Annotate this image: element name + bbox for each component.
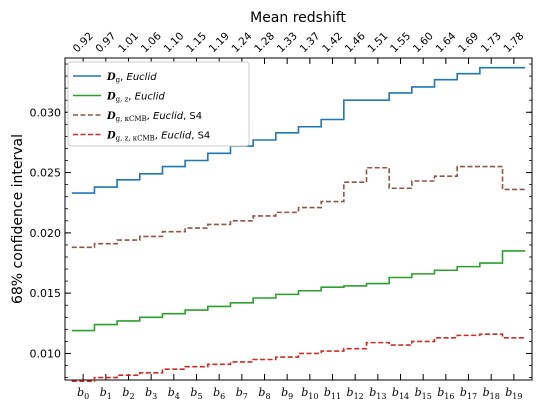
x-tick-label: b11 [324, 386, 341, 401]
y-tick-label: 0.010 [30, 347, 62, 360]
legend-label: Dg, z, κCMB, Euclid, S4 [106, 131, 210, 143]
x-tick-label: b12 [347, 386, 364, 401]
x-tick-label: b19 [505, 386, 522, 401]
top-tick-label: 1.37 [297, 30, 322, 55]
y-tick-label: 0.020 [30, 227, 62, 240]
top-tick-label: 1.15 [184, 30, 209, 55]
top-tick-label: 1.73 [479, 30, 504, 55]
x-tick-label: b13 [369, 386, 386, 401]
x-tick-label: b7 [236, 386, 248, 401]
plot-frame [64, 57, 533, 381]
top-tick-label: 0.92 [71, 30, 96, 55]
x-tick-label: b8 [258, 386, 270, 401]
x-tick-label: b4 [168, 386, 180, 401]
top-tick-label: 1.24 [229, 30, 254, 55]
y-tick-label: 0.015 [30, 287, 62, 300]
legend-label: Dg, z, Euclid [106, 92, 165, 104]
top-tick-label: 1.28 [252, 30, 277, 55]
x-tick-label: b18 [483, 386, 500, 401]
top-tick-label: 0.97 [93, 30, 118, 55]
top-tick-label: 1.60 [411, 30, 436, 55]
series-line-4 [71, 333, 526, 383]
top-tick-label: 1.69 [456, 30, 481, 55]
top-tick-label: 1.01 [116, 30, 141, 55]
top-tick-label: 1.55 [388, 30, 413, 55]
top-tick-label: 1.06 [139, 30, 164, 55]
x-tick-label: b0 [77, 386, 89, 401]
x-tick-label: b1 [100, 386, 112, 401]
legend-box [67, 61, 250, 147]
top-tick-label: 1.42 [320, 30, 345, 55]
top-tick-label: 1.46 [343, 30, 368, 55]
x-tick-label: b9 [281, 386, 293, 401]
top-tick-label: 1.78 [502, 30, 527, 55]
y-tick-label: 0.030 [30, 106, 62, 119]
legend-label: Dg, Euclid [106, 72, 157, 84]
x-axis-top: 0.920.971.011.061.101.151.191.241.281.33… [71, 30, 527, 64]
top-tick-label: 1.51 [365, 30, 390, 55]
x-tick-label: b10 [301, 386, 318, 401]
legend-label: Dg, κCMB, Euclid, S4 [106, 111, 202, 123]
top-tick-label: 1.10 [161, 30, 186, 55]
x-tick-label: b14 [392, 386, 409, 401]
legend: Dg, Euclid Dg, z, Euclid Dg, κCMB, Euclid,… [67, 61, 250, 147]
x-tick-label: b2 [122, 386, 134, 401]
x-tick-label: b6 [213, 386, 225, 401]
y-axis: 0.010 0.015 0.020 0.025 0.030 [30, 63, 532, 378]
top-tick-label: 1.64 [433, 30, 458, 55]
series-line-2 [71, 250, 526, 332]
series-layer [71, 66, 526, 383]
series-line-3 [71, 165, 526, 249]
x-tick-label: b3 [145, 386, 157, 401]
x-tick-label: b16 [437, 386, 454, 401]
x-tick-label: b15 [415, 386, 432, 401]
top-axis-title: Mean redshift [250, 10, 346, 26]
y-axis-title: 68% confidence interval [10, 134, 26, 304]
plot-area [64, 57, 533, 381]
x-axis-bottom: b0 b1 b2 b3 b4 b5 b6 b7 b8 b9 b10 b11 b12 b13 b14 b15 b1… [77, 374, 522, 401]
x-tick-label: b17 [460, 386, 477, 401]
top-tick-label: 1.33 [275, 30, 300, 55]
x-tick-label: b5 [190, 386, 202, 401]
y-tick-label: 0.025 [30, 167, 62, 180]
top-tick-label: 1.19 [207, 30, 232, 55]
